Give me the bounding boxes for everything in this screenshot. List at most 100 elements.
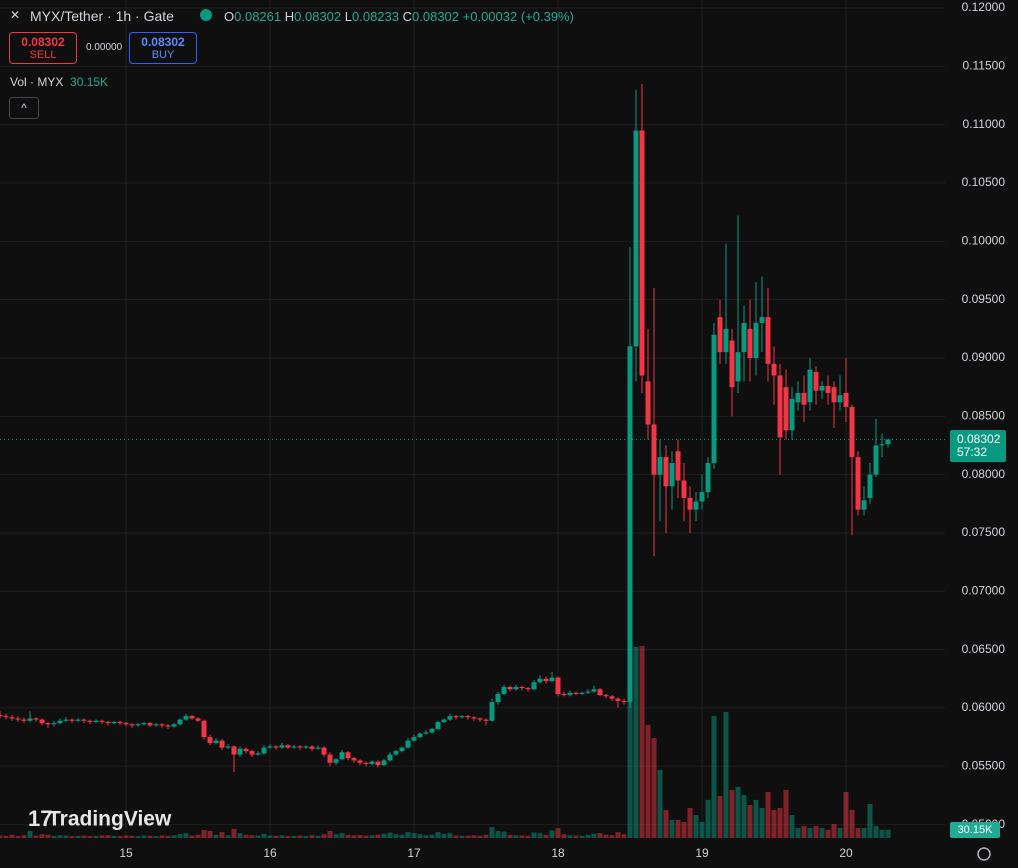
- volume-bar: [57, 835, 63, 838]
- candle-body: [585, 691, 591, 693]
- volume-bar: [15, 836, 21, 838]
- volume-bar: [207, 830, 213, 838]
- candle-body: [399, 747, 405, 752]
- candle-body: [717, 317, 723, 353]
- candle-body: [147, 723, 153, 726]
- volume-bar: [75, 835, 81, 838]
- ohlc-label: L: [344, 9, 352, 24]
- candle-body: [219, 740, 225, 748]
- candle-body: [855, 457, 861, 510]
- candle-body: [351, 758, 357, 761]
- volume-bar: [735, 786, 741, 838]
- volume-bar: [591, 833, 597, 838]
- volume-bar: [213, 834, 219, 838]
- candle-body: [495, 693, 501, 703]
- candle-body: [777, 375, 783, 438]
- candle-body: [75, 719, 81, 721]
- candle-body: [69, 719, 75, 721]
- volume-bar: [483, 834, 489, 838]
- volume-bar: [639, 646, 645, 838]
- volume-bar: [99, 835, 105, 838]
- candle-body: [615, 698, 621, 701]
- volume-bar: [771, 809, 777, 838]
- volume-bar: [597, 833, 603, 838]
- volume-bar: [237, 833, 243, 838]
- collapse-button[interactable]: ^: [9, 97, 39, 119]
- price-tag-countdown: 57:32: [957, 445, 988, 460]
- volume-bar: [753, 799, 759, 838]
- candle-body: [579, 692, 585, 694]
- volume-bar: [321, 834, 327, 838]
- volume-tag: 30.15K: [950, 821, 1000, 838]
- candle-body: [117, 721, 123, 724]
- candle-body: [189, 716, 195, 719]
- candle-body: [315, 747, 321, 749]
- candle-body: [543, 678, 549, 682]
- settings-icon[interactable]: [977, 847, 991, 861]
- candle-body: [837, 395, 843, 403]
- candle-body: [567, 692, 573, 696]
- volume-bar: [153, 836, 159, 838]
- candle-body: [39, 719, 45, 724]
- volume-bar: [507, 834, 513, 838]
- volume-bar: [345, 834, 351, 838]
- ohlc-value: 0.08302: [412, 9, 460, 24]
- volume-bar: [255, 835, 261, 838]
- candle-body: [783, 387, 789, 431]
- candle-body: [885, 439, 891, 445]
- volume-bar: [651, 737, 657, 838]
- volume-bar: [855, 827, 861, 838]
- candle-body: [573, 692, 579, 694]
- volume-bar: [171, 835, 177, 838]
- volume-bar: [843, 792, 849, 838]
- candle-body: [879, 444, 885, 446]
- buy-price: 0.08302: [141, 35, 185, 49]
- candle-body: [225, 746, 231, 748]
- volume-bar: [867, 803, 873, 838]
- candle-body: [489, 702, 495, 721]
- volume-bar: [105, 835, 111, 838]
- candle-body: [213, 740, 219, 743]
- candle-body: [183, 716, 189, 720]
- candle-body: [339, 752, 345, 760]
- candle-body: [801, 392, 807, 405]
- volume-bar: [861, 827, 867, 838]
- candle-body: [483, 719, 489, 721]
- candle-body: [663, 457, 669, 487]
- candle-body: [747, 328, 753, 358]
- volume-bar: [369, 835, 375, 838]
- candle-body: [207, 737, 213, 743]
- candle-body: [51, 723, 57, 725]
- volume-bar: [825, 829, 831, 838]
- candle-body: [357, 760, 363, 763]
- volume-bar: [297, 835, 303, 838]
- volume-bar: [711, 716, 717, 838]
- sell-button[interactable]: 0.08302 SELL: [9, 32, 77, 64]
- x-tick-label: 17: [407, 846, 421, 860]
- candle-body: [561, 693, 567, 696]
- candle-body: [195, 718, 201, 721]
- candle-body: [309, 746, 315, 749]
- candle-body: [651, 424, 657, 475]
- candle-body: [789, 398, 795, 431]
- candle-body: [645, 381, 651, 425]
- candle-body: [627, 346, 633, 703]
- volume-bar: [405, 832, 411, 838]
- candle-body: [681, 480, 687, 498]
- volume-bar: [147, 835, 153, 838]
- volume-bar: [111, 835, 117, 838]
- time-axis-bg: [0, 838, 1018, 868]
- candle-body: [231, 746, 237, 755]
- candle-body: [693, 501, 699, 510]
- y-tick-label: 0.08500: [962, 408, 1006, 422]
- volume-bar: [189, 835, 195, 838]
- volume-bar: [747, 805, 753, 838]
- volume-bar: [543, 834, 549, 838]
- volume-bar: [723, 712, 729, 838]
- buy-button[interactable]: 0.08302 BUY: [129, 32, 197, 64]
- y-tick-label: 0.12000: [962, 0, 1006, 14]
- volume-bar: [669, 819, 675, 838]
- volume-bar: [303, 836, 309, 838]
- candle-body: [603, 695, 609, 697]
- ohlc-label: H: [284, 9, 295, 24]
